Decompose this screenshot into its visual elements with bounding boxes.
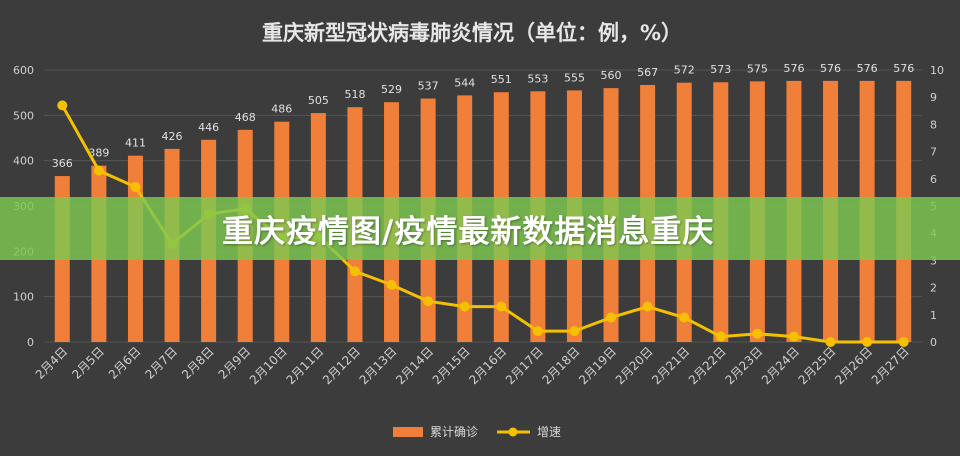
- x-tick-label: 2月17日: [503, 344, 546, 387]
- x-tick-label: 2月10日: [247, 344, 290, 387]
- banner-headline: 重庆疫情图/疫情最新数据消息重庆: [222, 214, 715, 250]
- growth-point: [825, 337, 836, 347]
- x-tick-label: 2月21日: [649, 344, 692, 387]
- y-right-tick-label: 1: [930, 309, 937, 322]
- x-tick-label: 2月24日: [759, 344, 802, 387]
- bar-value-label: 366: [52, 157, 73, 170]
- x-tick-label: 2月6日: [106, 344, 144, 382]
- bar-value-label: 486: [271, 103, 292, 116]
- growth-point: [862, 337, 873, 347]
- growth-point: [606, 312, 617, 323]
- bar-value-label: 553: [527, 72, 548, 85]
- growth-point: [423, 296, 434, 307]
- legend: 累计确诊 增速: [393, 425, 561, 439]
- bar-value-label: 573: [710, 63, 731, 76]
- x-tick-label: 2月4日: [33, 344, 71, 382]
- x-tick-label: 2月8日: [179, 344, 217, 382]
- bar-value-label: 555: [564, 71, 585, 84]
- growth-point: [459, 301, 470, 312]
- bar-value-label: 576: [893, 62, 914, 75]
- x-tick-label: 2月20日: [613, 344, 656, 387]
- x-tick-label: 2月7日: [142, 344, 180, 382]
- y-right-tick-label: 8: [930, 118, 937, 131]
- bar-value-label: 411: [125, 137, 146, 150]
- growth-point: [642, 301, 653, 312]
- growth-point: [752, 328, 763, 339]
- legend-label-growth: 增速: [537, 425, 561, 439]
- x-tick-label: 2月14日: [393, 344, 436, 387]
- bar-value-label: 576: [857, 62, 878, 75]
- growth-point: [715, 331, 726, 342]
- x-tick-label: 2月5日: [69, 344, 107, 382]
- x-tick-label: 2月11日: [283, 344, 326, 387]
- y-left-tick-label: 600: [13, 64, 34, 77]
- bar-value-label: 567: [637, 66, 658, 79]
- bar-value-label: 544: [454, 76, 475, 89]
- bar-value-label: 389: [88, 147, 109, 160]
- y-right-tick-label: 0: [930, 336, 937, 349]
- y-right-tick-label: 6: [930, 173, 937, 186]
- y-right-tick-label: 3: [930, 254, 937, 267]
- growth-point: [788, 331, 799, 342]
- bar-value-label: 537: [418, 80, 439, 93]
- x-tick-label: 2月16日: [466, 344, 509, 387]
- x-tick-label: 2月26日: [832, 344, 875, 387]
- bar-value-label: 446: [198, 121, 219, 134]
- bar-value-label: 468: [235, 111, 256, 124]
- x-tick-label: 2月15日: [430, 344, 473, 387]
- growth-point: [57, 100, 68, 111]
- bar-value-label: 518: [344, 88, 365, 101]
- growth-point: [93, 165, 104, 176]
- y-left-tick-label: 100: [13, 291, 34, 304]
- chart-title: 重庆新型冠状病毒肺炎情况（单位：例，%）: [262, 21, 682, 45]
- bar-value-label: 576: [820, 62, 841, 75]
- bar-value-label: 560: [601, 69, 622, 82]
- y-right-tick-label: 10: [930, 64, 944, 77]
- growth-point: [898, 337, 909, 347]
- legend-label-confirmed: 累计确诊: [430, 425, 478, 439]
- x-tick-label: 2月23日: [722, 344, 765, 387]
- growth-point: [386, 279, 397, 290]
- bar-value-label: 529: [381, 83, 402, 96]
- growth-point: [532, 326, 543, 337]
- x-tick-label: 2月27日: [869, 344, 912, 387]
- bar-value-label: 572: [674, 64, 695, 77]
- y-right-tick-label: 9: [930, 91, 937, 104]
- x-tick-label: 2月19日: [576, 344, 619, 387]
- growth-point: [496, 301, 507, 312]
- legend-swatch-confirmed: [393, 427, 423, 437]
- banner-overlay: [0, 197, 960, 260]
- bar-value-label: 575: [747, 62, 768, 75]
- x-tick-label: 2月25日: [796, 344, 839, 387]
- x-tick-label: 2月12日: [320, 344, 363, 387]
- bar-value-label: 576: [783, 62, 804, 75]
- x-tick-label: 2月13日: [357, 344, 400, 387]
- x-axis: 2月4日2月5日2月6日2月7日2月8日2月9日2月10日2月11日2月12日2…: [33, 344, 912, 387]
- y-left-tick-label: 400: [13, 155, 34, 168]
- y-right-tick-label: 7: [930, 146, 937, 159]
- growth-point: [569, 326, 580, 337]
- y-left-tick-label: 500: [13, 109, 34, 122]
- y-left-tick-label: 0: [27, 336, 34, 349]
- bar-data-labels: 366 389 411 426 446 468 486 505 518 529 537 544 551 5…: [52, 62, 914, 170]
- x-tick-label: 2月18日: [540, 344, 583, 387]
- y-right-tick-label: 2: [930, 282, 937, 295]
- growth-point: [130, 181, 141, 192]
- legend-swatch-growth-marker: [508, 427, 518, 437]
- growth-point: [679, 312, 690, 323]
- bar-value-label: 505: [308, 94, 329, 107]
- x-tick-label: 2月22日: [686, 344, 729, 387]
- bar-value-label: 551: [491, 73, 512, 86]
- bar-value-label: 426: [162, 130, 183, 143]
- growth-point: [349, 266, 360, 277]
